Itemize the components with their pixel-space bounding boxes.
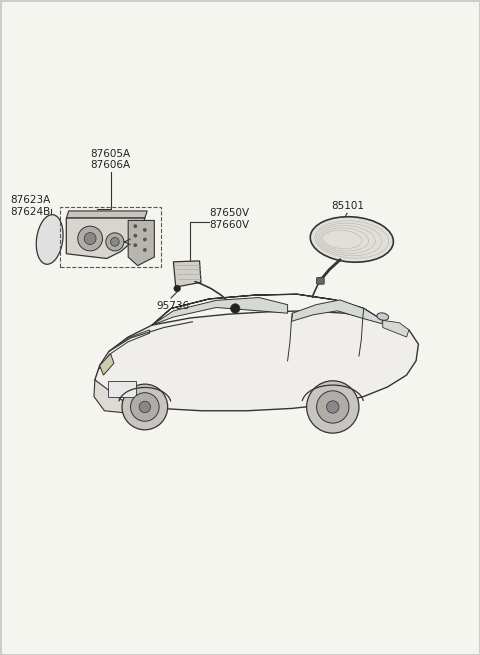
Polygon shape (128, 221, 155, 266)
Text: 87605A
87606A: 87605A 87606A (91, 149, 131, 170)
Polygon shape (66, 211, 147, 218)
Circle shape (106, 233, 124, 251)
Circle shape (110, 238, 119, 246)
Polygon shape (100, 354, 114, 375)
Circle shape (133, 224, 137, 228)
Text: 87650V
87660V: 87650V 87660V (210, 208, 250, 230)
Circle shape (84, 233, 96, 244)
Ellipse shape (310, 217, 394, 262)
Polygon shape (152, 294, 383, 325)
Circle shape (317, 391, 349, 423)
Circle shape (122, 384, 168, 430)
Polygon shape (66, 218, 145, 259)
Circle shape (133, 234, 137, 238)
Text: 85101: 85101 (331, 201, 364, 212)
Text: 95736: 95736 (157, 301, 190, 311)
Circle shape (143, 248, 147, 252)
Polygon shape (173, 261, 201, 287)
Polygon shape (383, 320, 409, 337)
Polygon shape (100, 330, 150, 369)
Circle shape (143, 228, 147, 232)
FancyBboxPatch shape (108, 381, 136, 398)
Ellipse shape (377, 313, 389, 320)
Circle shape (326, 401, 339, 413)
FancyBboxPatch shape (317, 278, 324, 284)
Polygon shape (94, 380, 135, 413)
Circle shape (133, 243, 137, 247)
Circle shape (307, 381, 359, 433)
Circle shape (139, 402, 151, 413)
Polygon shape (95, 311, 419, 411)
Circle shape (78, 226, 103, 251)
Circle shape (131, 393, 159, 421)
Polygon shape (152, 297, 288, 325)
Circle shape (230, 304, 240, 313)
Circle shape (143, 238, 147, 242)
Text: 87623A
87624B: 87623A 87624B (11, 195, 51, 217)
Circle shape (174, 285, 180, 292)
Polygon shape (291, 300, 383, 324)
Ellipse shape (36, 215, 63, 264)
